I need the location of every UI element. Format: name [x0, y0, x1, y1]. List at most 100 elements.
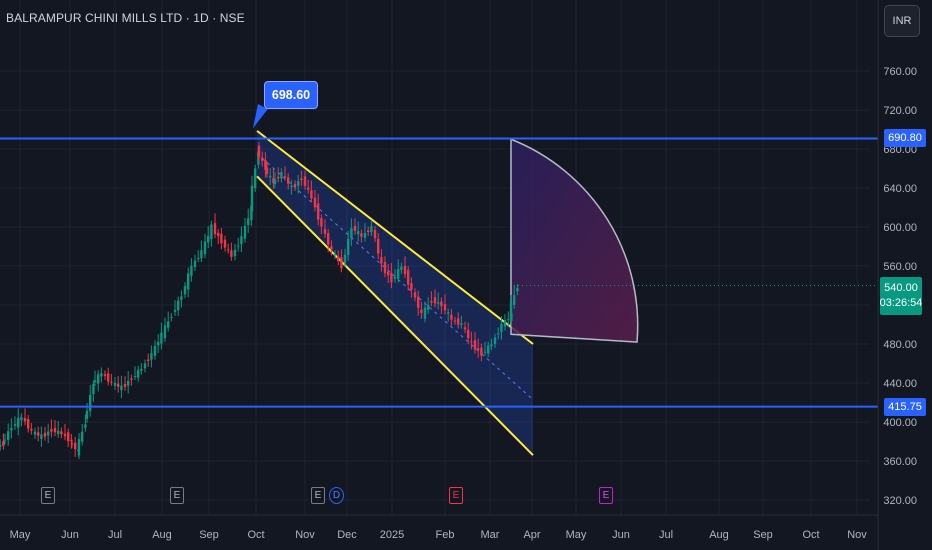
candle-body [313, 197, 317, 208]
candle-body [143, 363, 147, 369]
earnings-event-icon[interactable]: E [311, 487, 325, 504]
candle-body [357, 231, 360, 235]
candle-body [93, 380, 97, 383]
x-tick-label: 2025 [380, 529, 404, 541]
candle-body [33, 431, 37, 435]
candle-body [516, 287, 519, 292]
last-price-value: 540.00 [884, 282, 918, 294]
candle-body [97, 374, 100, 384]
candle-body [147, 359, 150, 361]
y-tick-label: 760.00 [883, 66, 917, 78]
candle-body [237, 245, 240, 247]
candle-body [327, 233, 330, 245]
level-label-upper: 690.80 [884, 129, 926, 147]
candle-body [330, 246, 333, 250]
candle-body [457, 318, 460, 325]
channel-fill [257, 130, 533, 456]
candle-body [480, 347, 483, 356]
y-tick-label: 360.00 [883, 456, 917, 468]
candle-body [50, 429, 53, 432]
candle-body [297, 180, 300, 186]
countdown-timer: 03:26:54 [879, 297, 923, 309]
candle-body [317, 203, 320, 220]
candle-body [20, 417, 23, 421]
peak-price-callout[interactable]: 698.60 [264, 81, 318, 109]
candle-body [430, 301, 433, 303]
candle-body [180, 296, 183, 300]
candle-body [120, 385, 123, 391]
candle-body [307, 187, 310, 190]
candle-body [269, 175, 272, 178]
candle-body [377, 239, 380, 254]
y-tick-label: 440.00 [883, 378, 917, 390]
candle-body [3, 439, 7, 441]
candle-body [183, 286, 187, 295]
y-tick-label: 400.00 [883, 417, 917, 429]
symbol-title[interactable]: BALRAMPUR CHINI MILLS LTD · 1D · NSE [6, 11, 245, 25]
candle-body [393, 276, 397, 279]
candle-body [77, 439, 81, 456]
candle-body [43, 432, 47, 437]
candle-body [85, 410, 89, 420]
candle-body [27, 419, 30, 429]
candle-body [507, 319, 510, 321]
candle-body [427, 305, 430, 310]
candle-body [272, 178, 275, 184]
candle-body [47, 431, 50, 436]
candle-body [227, 249, 230, 251]
candle-body [40, 434, 43, 439]
candle-body [265, 167, 269, 174]
candle-body [243, 225, 247, 239]
candle-body [397, 269, 400, 279]
candle-body [81, 431, 84, 442]
candle-body [160, 332, 163, 344]
candle-body [17, 418, 20, 428]
earnings-event-icon[interactable]: E [170, 487, 184, 504]
y-tick-label: 480.00 [883, 339, 917, 351]
candle-body [110, 381, 113, 383]
future-earnings-icon[interactable]: E [599, 487, 613, 504]
candle-body [300, 178, 303, 181]
y-tick-label: 600.00 [883, 222, 917, 234]
last-price-badge: 540.00 03:26:54 [880, 277, 922, 315]
candle-body [490, 344, 493, 347]
candle-body [60, 431, 63, 435]
candle-body [103, 374, 107, 376]
x-tick-label: Aug [709, 529, 729, 541]
candle-body [100, 373, 103, 377]
projection-arc-shape [510, 138, 639, 343]
candle-body [293, 184, 297, 188]
x-tick-label: Jul [108, 529, 122, 541]
candle-body [310, 190, 313, 199]
candle-body [423, 307, 427, 319]
dividend-event-icon[interactable]: D [329, 487, 344, 504]
candle-body [440, 301, 443, 307]
currency-button[interactable]: INR [884, 5, 920, 37]
earnings-event-icon[interactable]: E [41, 487, 55, 504]
y-tick-label: 560.00 [883, 261, 917, 273]
candle-body [240, 236, 243, 245]
candle-body [363, 232, 367, 238]
candle-body [257, 151, 260, 165]
candle-body [170, 317, 173, 319]
candle-body [57, 430, 60, 435]
candle-body [477, 348, 480, 350]
candle-body [500, 323, 503, 332]
candle-body [264, 160, 267, 170]
upcoming-earnings-icon[interactable]: E [449, 487, 463, 504]
candle-body [370, 225, 373, 233]
candle-body [437, 302, 440, 304]
candle-body [433, 297, 437, 304]
candle-body [443, 304, 447, 311]
x-tick-label: Apr [523, 529, 540, 541]
candle-body [463, 327, 467, 330]
x-tick-label: Jun [612, 529, 630, 541]
candle-body [470, 341, 473, 343]
x-tick-label: May [566, 529, 587, 541]
candle-body [113, 382, 117, 386]
candle-body [223, 239, 227, 248]
candle-body [203, 241, 207, 255]
candle-body [177, 300, 180, 311]
candle-body [37, 432, 40, 436]
